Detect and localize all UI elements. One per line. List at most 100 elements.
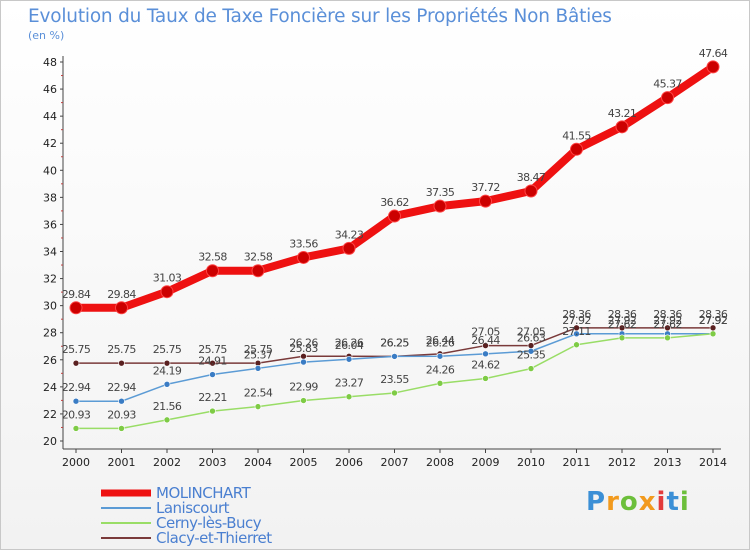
data-point [163, 416, 171, 424]
brand-letter: t [666, 487, 680, 517]
data-point [482, 342, 489, 349]
data-label: 20.93 [62, 408, 91, 421]
data-label: 25.75 [244, 343, 273, 356]
data-point [118, 397, 125, 405]
data-point [209, 359, 216, 367]
data-point [706, 60, 720, 74]
data-label: 32.58 [198, 251, 227, 264]
data-label: 32.58 [244, 251, 273, 264]
y-tick-label: 38 [43, 191, 57, 204]
data-point [436, 352, 444, 360]
brand-letter: P [586, 487, 607, 517]
data-label: 22.94 [62, 381, 91, 394]
data-label: 27.62 [608, 318, 637, 331]
data-point [527, 347, 535, 355]
data-point [615, 120, 629, 134]
x-tick-label: 2010 [517, 456, 545, 469]
data-label: 27.92 [608, 314, 637, 327]
data-label: 27.05 [471, 326, 500, 339]
data-label: 22.99 [289, 381, 318, 394]
data-label: 26.26 [335, 336, 364, 349]
legend-label: Clacy-et-Thierret [156, 529, 272, 547]
data-point [297, 250, 310, 264]
data-point [209, 407, 216, 415]
data-point [573, 330, 580, 338]
data-point [391, 353, 398, 360]
data-label: 20.93 [107, 408, 136, 421]
data-point [163, 380, 171, 388]
data-point [618, 334, 626, 342]
data-label: 29.84 [62, 288, 91, 301]
data-point [479, 194, 492, 208]
data-label: 27.92 [653, 314, 682, 327]
data-label: 24.91 [198, 355, 227, 368]
y-tick-label: 40 [43, 164, 57, 177]
data-point [72, 359, 80, 367]
x-tick-label: 2012 [608, 456, 636, 469]
data-point [254, 365, 262, 372]
x-tick-label: 2014 [699, 456, 727, 469]
data-point [388, 209, 401, 223]
y-tick-label: 26 [43, 354, 57, 367]
legend-label: Cerny-lès-Bucy [156, 514, 262, 532]
x-tick-label: 2004 [244, 456, 272, 469]
data-label: 22.94 [107, 381, 136, 394]
data-label: 21.56 [153, 400, 182, 413]
x-tick-label: 2009 [472, 456, 500, 469]
data-point [524, 184, 538, 198]
data-label: 43.21 [608, 107, 637, 120]
data-point [709, 330, 717, 338]
data-label: 28.36 [608, 308, 637, 321]
data-label: 24.26 [426, 363, 455, 376]
data-label: 26.25 [380, 336, 409, 349]
data-point [118, 359, 125, 367]
data-label: 45.37 [653, 78, 682, 91]
y-tick-label: 32 [43, 273, 57, 286]
data-point [570, 142, 583, 156]
unit-label: (en %) [28, 29, 65, 42]
y-tick-label: 36 [43, 218, 57, 231]
x-tick-label: 2008 [426, 456, 454, 469]
data-point [254, 403, 262, 410]
data-label: 28.36 [653, 308, 682, 321]
data-label: 24.62 [471, 358, 500, 371]
data-label: 26.25 [380, 336, 409, 349]
data-point [300, 397, 307, 404]
data-label: 27.11 [562, 325, 591, 338]
data-point [661, 91, 674, 105]
data-label: 34.23 [335, 228, 364, 241]
data-label: 23.55 [380, 373, 409, 386]
y-tick-label: 42 [43, 137, 57, 150]
data-label: 47.64 [699, 47, 728, 60]
y-tick-label: 34 [43, 246, 57, 259]
data-point [209, 371, 216, 378]
y-tick-label: 48 [43, 56, 57, 69]
data-label: 24.19 [153, 364, 182, 377]
data-point [160, 285, 174, 299]
proxiti-logo: Proxiti [586, 487, 690, 517]
data-label: 23.27 [335, 377, 364, 390]
y-tick-label: 44 [43, 110, 57, 123]
data-label: 27.92 [699, 314, 728, 327]
y-tick-label: 24 [43, 381, 57, 394]
y-tick-label: 22 [43, 408, 57, 421]
data-label: 26.63 [517, 331, 546, 344]
data-point [342, 241, 356, 255]
y-tick-label: 28 [43, 327, 57, 340]
data-label: 25.37 [244, 348, 273, 361]
x-tick-label: 2006 [335, 456, 363, 469]
data-label: 25.83 [289, 342, 318, 355]
x-tick-label: 2003 [199, 456, 227, 469]
data-label: 28.36 [562, 308, 591, 321]
data-label: 26.44 [426, 334, 455, 347]
data-label: 37.72 [471, 181, 500, 194]
data-label: 36.62 [380, 196, 409, 209]
data-point [345, 355, 353, 363]
data-label: 37.35 [426, 186, 455, 199]
data-point [69, 301, 83, 315]
data-label: 41.55 [562, 129, 591, 142]
data-label: 27.92 [699, 314, 728, 327]
data-label: 25.35 [517, 349, 546, 362]
data-point [163, 359, 171, 367]
